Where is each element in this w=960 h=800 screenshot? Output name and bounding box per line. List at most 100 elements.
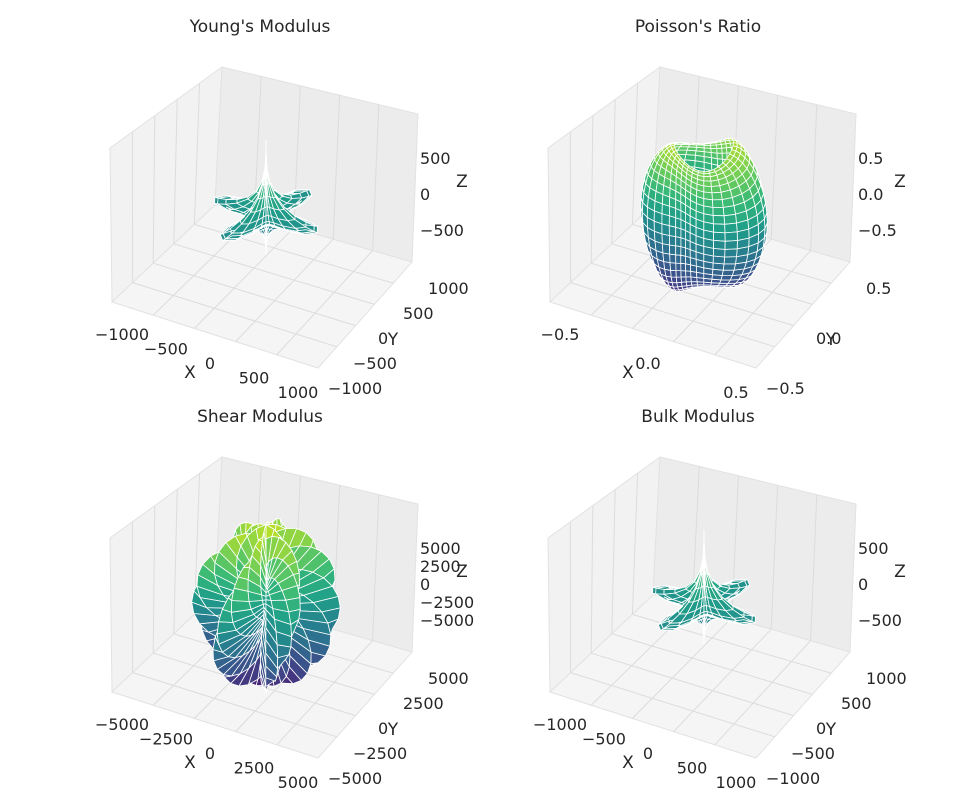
- y-tick-label: −5000: [328, 769, 382, 788]
- y-tick-label: 1000: [428, 279, 469, 298]
- z-tick-label: −500: [420, 221, 464, 240]
- y-tick-label: 5000: [428, 669, 469, 688]
- x-tick-label: −1000: [95, 325, 149, 344]
- z-axis-label: Z: [456, 172, 468, 192]
- surface: [214, 140, 319, 255]
- x-tick-label: 500: [677, 759, 708, 778]
- x-axis-label: X: [184, 753, 196, 773]
- surface-patch: [713, 239, 726, 250]
- surface-patch: [231, 587, 250, 602]
- x-tick-label: 1000: [278, 383, 319, 402]
- x-tick-label: −1000: [533, 715, 587, 734]
- subplot-3: Shear Modulus−5000−250002500500050002500…: [95, 407, 474, 792]
- x-tick-label: 0: [205, 354, 215, 373]
- surface-patch: [670, 269, 677, 278]
- x-tick-label: −0.5: [541, 325, 580, 344]
- pane-floor: [549, 594, 851, 759]
- x-tick-label: 2500: [234, 759, 275, 778]
- z-tick-label: −5000: [420, 611, 474, 630]
- surface-patch: [218, 608, 234, 623]
- surface-patch: [669, 253, 677, 264]
- surface-patch: [713, 231, 726, 242]
- surface-patch: [217, 197, 227, 205]
- x-tick-label: 5000: [278, 773, 319, 792]
- x-tick-label: 500: [239, 369, 270, 388]
- surface-patch: [669, 262, 677, 272]
- x-axis-label: X: [622, 753, 634, 773]
- surface-patch: [653, 220, 663, 235]
- x-axis-label: X: [622, 363, 634, 383]
- z-tick-label: 0: [420, 185, 430, 204]
- subplot-1: Young's Modulus−1000−5000500100010005000…: [95, 17, 469, 402]
- x-tick-label: −5000: [95, 715, 149, 734]
- surface-patch: [288, 608, 301, 626]
- x-tick-label: −500: [144, 340, 188, 359]
- subplot-title: Young's Modulus: [189, 17, 331, 37]
- z-tick-label: 5000: [420, 539, 461, 558]
- surface-patch: [722, 263, 737, 271]
- surface-patch: [680, 262, 687, 272]
- surface-patch: [212, 635, 224, 653]
- y-tick-label: 2500: [403, 694, 444, 713]
- surface-patch: [721, 269, 735, 277]
- z-tick-label: −500: [858, 611, 902, 630]
- surface-patch: [723, 256, 737, 265]
- y-tick-label: 500: [403, 304, 434, 323]
- surface: [640, 137, 768, 293]
- surface-patch: [222, 238, 240, 241]
- surface-patch: [675, 236, 682, 248]
- x-axis-label: X: [184, 363, 196, 383]
- surface-patch: [723, 213, 737, 225]
- surface-patch: [660, 628, 678, 631]
- subplot-4: Bulk Modulus−1000−5000500100010005000−50…: [533, 407, 907, 792]
- surface-patch: [675, 276, 682, 284]
- surface-patch: [668, 235, 677, 247]
- surface-patch: [710, 147, 718, 154]
- surface-patch: [712, 199, 724, 208]
- surface-patch: [685, 281, 693, 287]
- z-tick-label: −2500: [420, 593, 474, 612]
- x-tick-label: 0: [643, 744, 653, 763]
- surface-patch: [720, 275, 733, 281]
- z-tick-label: 0.0: [858, 185, 883, 204]
- surface-patch: [675, 254, 682, 264]
- x-tick-label: −500: [582, 730, 626, 749]
- surface-patch: [710, 185, 722, 194]
- y-tick-label: 0.0: [816, 329, 841, 348]
- surface-patch: [661, 223, 670, 236]
- surface-patch: [675, 270, 682, 278]
- y-tick-label: −500: [353, 354, 397, 373]
- y-axis-label: Y: [825, 330, 837, 350]
- y-tick-label: 1000: [866, 669, 907, 688]
- surface-patch: [685, 270, 692, 278]
- surface-patch: [703, 229, 714, 241]
- surface-patch: [300, 231, 318, 235]
- surface: [191, 517, 341, 693]
- surface-patch: [276, 644, 292, 659]
- z-axis-label: Z: [894, 172, 906, 192]
- surface: [652, 530, 757, 645]
- y-tick-label: −1000: [766, 769, 820, 788]
- subplot-title: Shear Modulus: [197, 407, 323, 427]
- z-tick-label: −0.5: [858, 221, 897, 240]
- y-tick-label: 0.5: [866, 279, 891, 298]
- z-axis-label: Z: [894, 562, 906, 582]
- y-axis-label: Y: [825, 720, 837, 740]
- surface-patch: [724, 240, 738, 250]
- surface-patch: [710, 152, 718, 160]
- surface-patch: [738, 621, 756, 625]
- surface-patch: [719, 279, 732, 284]
- y-axis-label: Y: [387, 720, 399, 740]
- surface-patch: [675, 262, 682, 272]
- surface-patch: [712, 247, 726, 258]
- surface-patch: [712, 207, 725, 217]
- subplot-title: Bulk Modulus: [641, 407, 755, 427]
- z-tick-label: 500: [858, 539, 889, 558]
- surface-patch: [703, 176, 712, 182]
- surface-patch: [703, 172, 711, 178]
- surface-patch: [265, 652, 278, 678]
- y-tick-label: 500: [841, 694, 872, 713]
- surface-patch: [680, 254, 686, 265]
- surface-patch: [712, 223, 726, 234]
